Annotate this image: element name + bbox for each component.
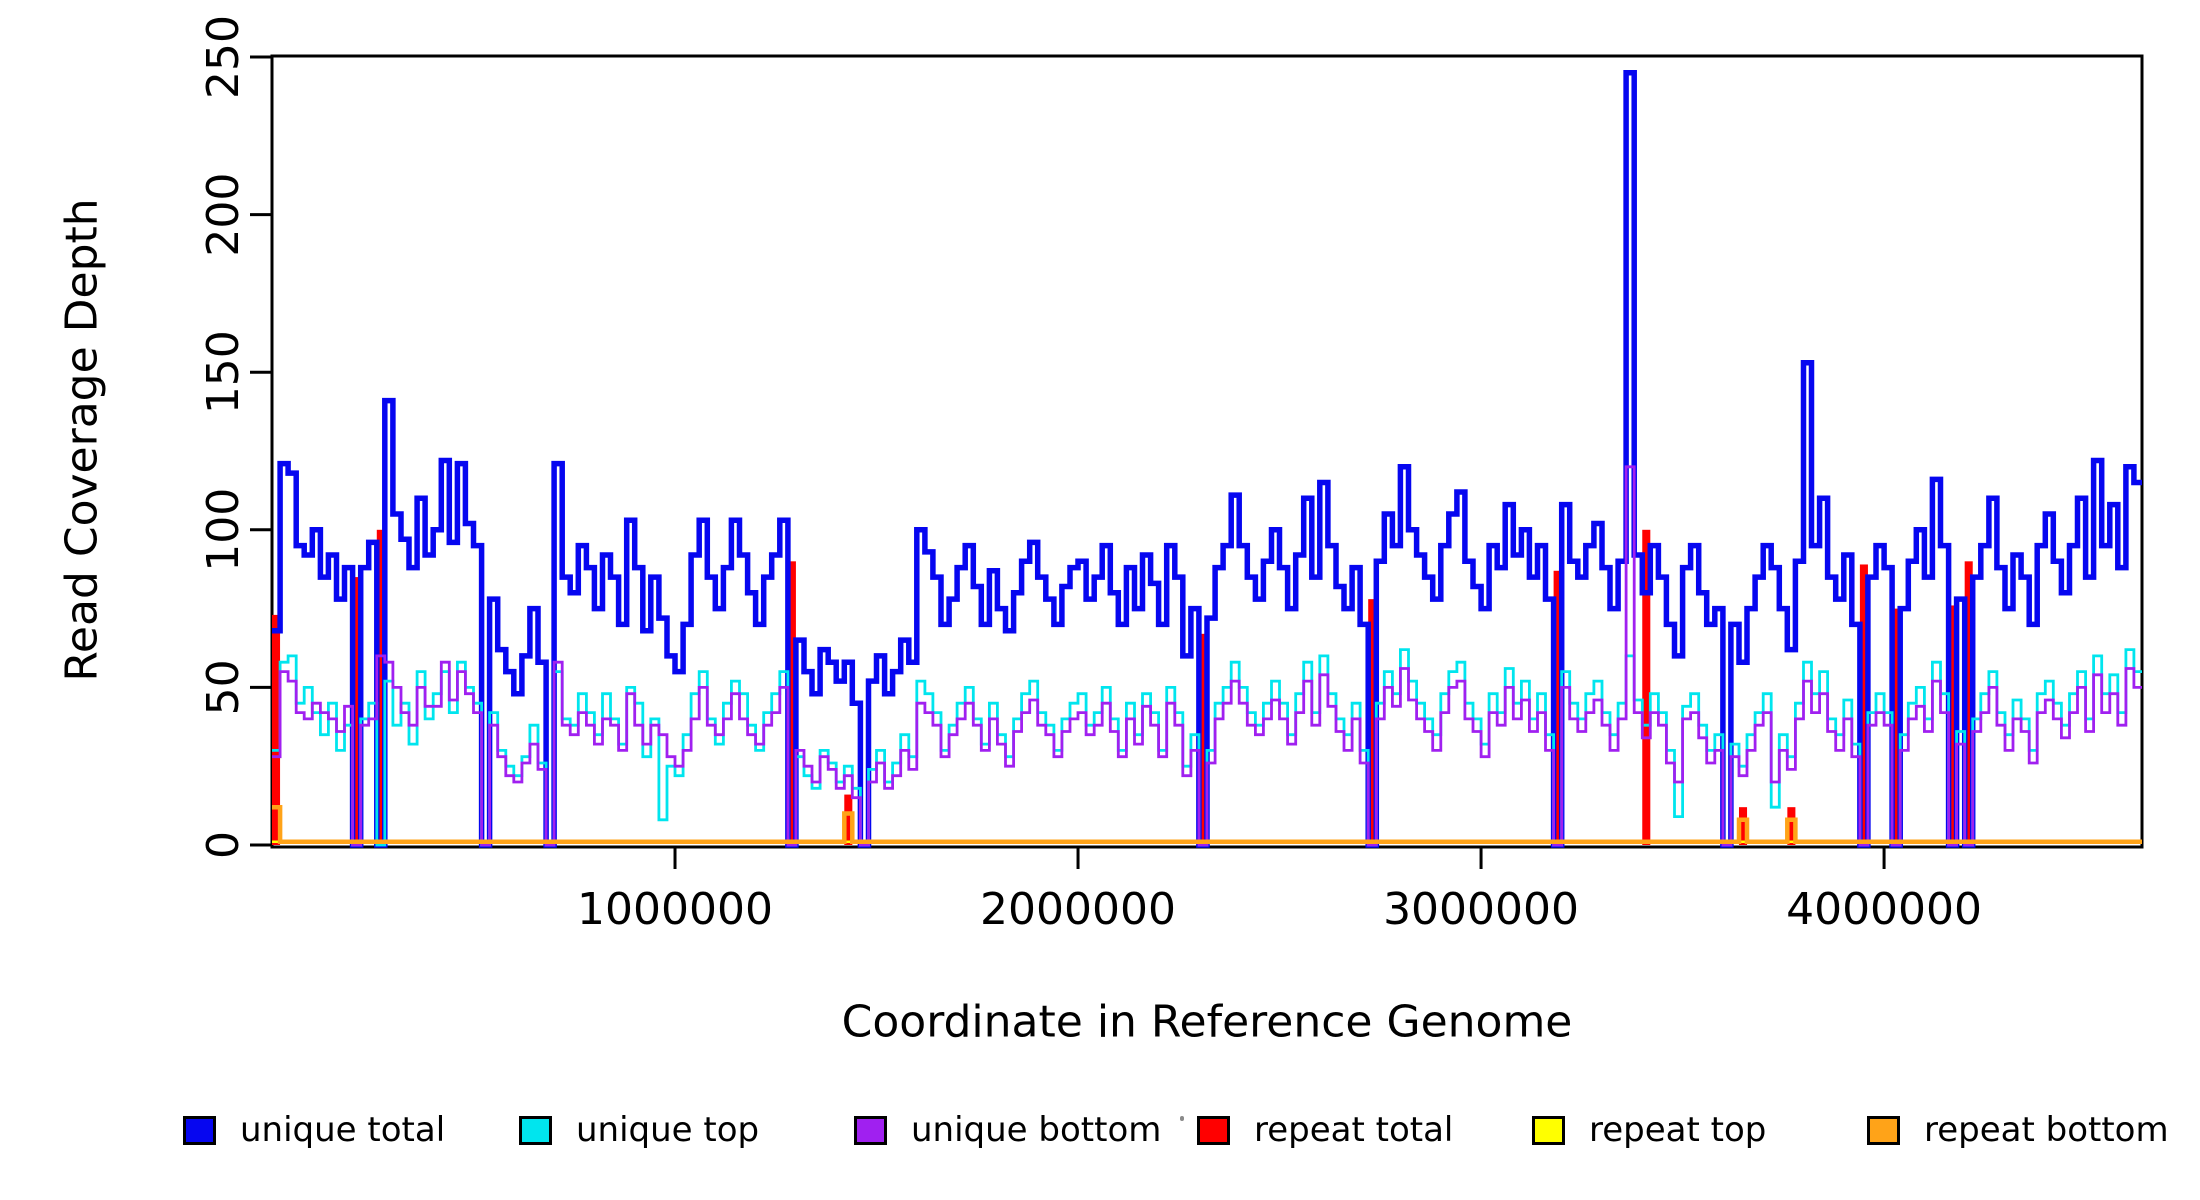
x-tick-label: 4000000 (1786, 884, 1982, 935)
series-repeat-total-bar (787, 561, 796, 845)
stray-mark-artifact (1180, 1116, 1184, 1121)
series-repeat-total-bar (1553, 570, 1562, 845)
series-repeat-total-bar (1368, 599, 1377, 845)
y-tick-label: 200 (198, 173, 249, 257)
series-repeat-bottom-line (272, 804, 2142, 845)
y-tick-label: 0 (198, 831, 249, 859)
y-axis-title: Read Coverage Depth (56, 198, 108, 682)
series-repeat-total-bar (376, 529, 385, 845)
series-repeat-total-bar (1787, 807, 1796, 845)
y-tick-label: 50 (198, 659, 249, 715)
series-repeat-total-bar (1859, 564, 1868, 845)
x-tick-label: 2000000 (980, 884, 1176, 935)
series-repeat-total-bar (1738, 807, 1748, 845)
series-unique-bottom-line (272, 465, 2142, 847)
series-repeat-total-bar (844, 794, 853, 845)
series-unique-total-line (272, 70, 2142, 848)
series-repeat-total-bar (1892, 608, 1901, 845)
y-tick-label: 250 (198, 15, 249, 99)
series-repeat-total-bar (1948, 605, 1957, 845)
series-repeat-total-bar (1642, 529, 1651, 845)
series-repeat-total-bar (1198, 633, 1207, 845)
x-axis-title: Coordinate in Reference Genome (841, 996, 1573, 1048)
y-tick-label: 150 (198, 330, 249, 414)
series-repeat-total-bar (1964, 561, 1973, 845)
x-tick-label: 3000000 (1383, 884, 1579, 935)
y-tick-label: 100 (198, 488, 249, 572)
series-repeat-total-bar (352, 577, 361, 845)
series-repeat-total-bar (272, 614, 281, 845)
x-tick-label: 1000000 (577, 884, 773, 935)
